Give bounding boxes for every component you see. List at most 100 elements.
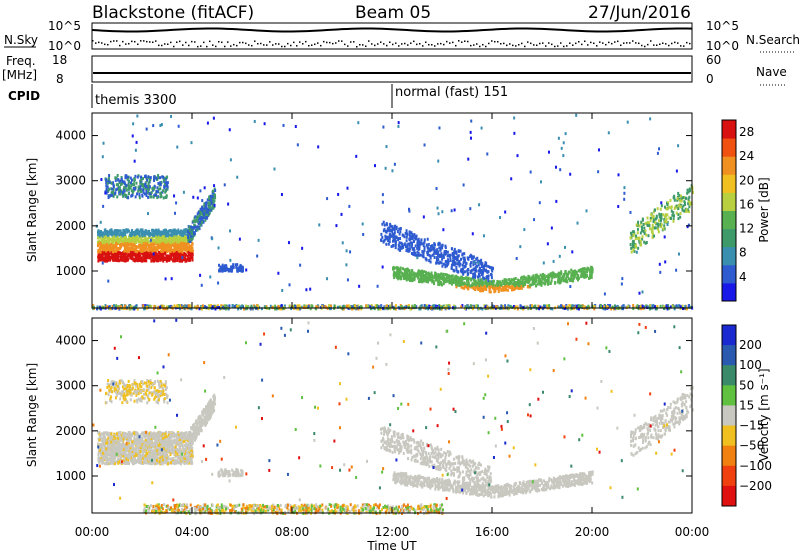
power-cell — [189, 237, 192, 241]
power-cell — [169, 246, 172, 250]
power-cell — [528, 279, 531, 283]
power-cell — [153, 239, 156, 243]
power-cell — [173, 247, 176, 251]
power-cell — [205, 212, 208, 216]
power-cell — [163, 182, 166, 186]
power-cell — [421, 276, 424, 280]
power-cell — [99, 257, 102, 261]
power-cell — [186, 249, 189, 253]
nsearch-point — [620, 44, 622, 47]
power-cell — [156, 257, 159, 261]
nsearch-point — [527, 41, 529, 43]
nsearch-point — [197, 45, 199, 48]
nsearch-point — [533, 44, 535, 46]
power-cell — [156, 254, 159, 258]
power-cell — [175, 232, 178, 236]
power-cell — [168, 240, 171, 244]
power-cell — [303, 304, 306, 308]
power-cell — [178, 230, 181, 234]
power-cell — [401, 233, 404, 237]
nsearch-point — [308, 44, 310, 47]
power-cell — [437, 242, 440, 246]
power-cell — [280, 304, 283, 308]
power-cell — [682, 307, 685, 311]
power-cell — [173, 249, 176, 253]
power-cell — [161, 190, 164, 194]
power-cell — [445, 304, 448, 308]
nsearch-point — [164, 43, 166, 45]
power-cell — [520, 284, 523, 288]
power-cell — [168, 233, 171, 237]
power-cell — [147, 242, 150, 246]
power-cell — [250, 304, 253, 308]
power-cell — [110, 193, 113, 197]
power-cell — [435, 256, 438, 260]
power-cell — [227, 307, 230, 311]
power-cell — [611, 305, 614, 309]
power-cell — [423, 240, 426, 244]
power-cell — [646, 220, 649, 224]
power-cell — [385, 230, 388, 234]
power-cell — [495, 282, 498, 286]
power-cell — [535, 307, 538, 311]
nsearch-point — [689, 42, 691, 45]
nsearch-point — [167, 43, 169, 45]
power-cell — [132, 247, 135, 251]
nsearch-point — [224, 45, 226, 48]
nsearch-point — [452, 41, 454, 44]
nsearch-point — [668, 44, 670, 47]
power-cell — [141, 184, 144, 188]
power-cell — [117, 246, 120, 250]
power-cell — [614, 304, 617, 308]
power-cell — [470, 305, 473, 309]
power-cell — [640, 220, 643, 224]
power-cell — [593, 307, 596, 311]
power-cell — [430, 248, 433, 252]
power-cell — [164, 189, 167, 193]
power-cell — [641, 235, 644, 239]
power-cell — [399, 230, 402, 234]
nsearch-point — [419, 42, 421, 45]
nsky-label: N.Sky — [4, 33, 38, 47]
power-cell — [481, 307, 484, 311]
power-cell — [635, 223, 638, 227]
power-cell — [186, 242, 189, 246]
power-cell — [208, 211, 211, 215]
power-cell — [461, 277, 464, 281]
power-cell — [232, 263, 235, 267]
power-cell — [201, 217, 204, 221]
power-cell — [357, 304, 360, 308]
power-cell — [430, 271, 433, 275]
nsearch-point — [626, 42, 628, 44]
power-cell — [550, 273, 553, 277]
power-cell — [486, 270, 489, 274]
power-cell — [544, 304, 547, 308]
power-cell — [672, 211, 675, 215]
nsearch-point — [644, 45, 646, 48]
power-cell — [114, 252, 117, 256]
power-cell — [678, 304, 681, 308]
power-cell — [660, 216, 663, 220]
power-cell — [188, 244, 191, 248]
power-cell — [178, 307, 181, 311]
power-cell — [360, 304, 363, 308]
power-cell — [532, 281, 535, 285]
power-cell — [149, 246, 152, 250]
power-cell — [280, 307, 283, 311]
power-cell — [419, 241, 422, 245]
power-cell — [159, 176, 162, 180]
power-cell — [399, 267, 402, 271]
power-cell — [100, 231, 103, 235]
power-cell — [213, 199, 216, 203]
power-cell — [187, 247, 190, 251]
power-cell — [106, 229, 109, 233]
power-cell — [679, 194, 682, 198]
power-cell — [120, 242, 123, 246]
power-cell — [521, 279, 524, 283]
power-cell — [575, 304, 578, 308]
power-cell — [183, 245, 186, 249]
nsearch-point — [446, 40, 448, 43]
power-cell — [509, 304, 512, 308]
power-cell — [434, 304, 437, 308]
power-cell — [117, 185, 120, 189]
